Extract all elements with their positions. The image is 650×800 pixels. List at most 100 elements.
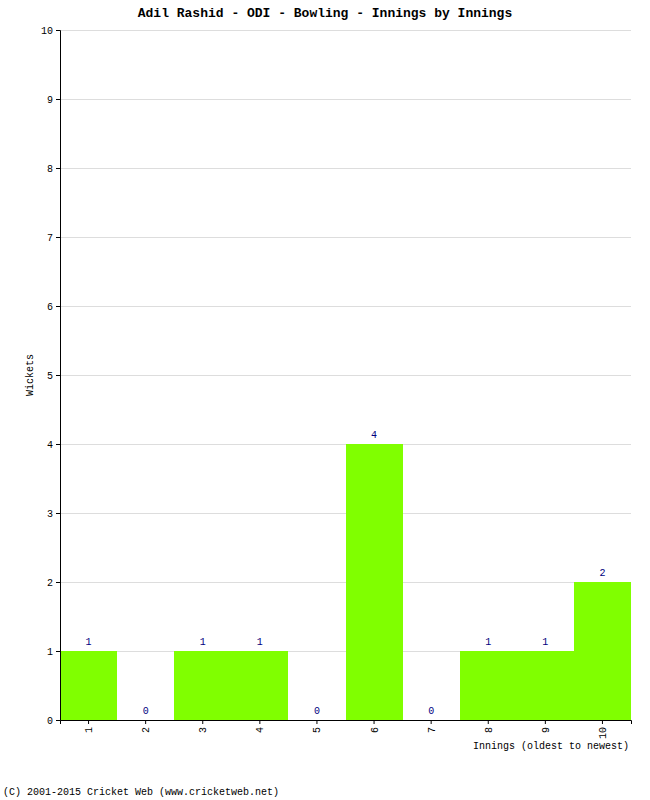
bar xyxy=(574,582,631,720)
x-tick-mark xyxy=(259,720,260,724)
y-tick: 1 xyxy=(47,647,60,658)
data-label: 0 xyxy=(314,706,320,717)
y-tick-mark xyxy=(56,306,60,307)
y-tick-label: 10 xyxy=(41,26,53,37)
grid-line xyxy=(60,375,631,376)
y-tick-mark xyxy=(56,720,60,721)
x-tick: 4 xyxy=(255,720,266,733)
bar xyxy=(346,444,403,720)
y-tick-label: 2 xyxy=(47,578,53,589)
y-tick: 2 xyxy=(47,578,60,589)
data-label: 1 xyxy=(86,637,92,648)
y-tick-mark xyxy=(56,237,60,238)
x-tick-label: 4 xyxy=(255,727,266,733)
y-tick-mark xyxy=(56,444,60,445)
bar xyxy=(288,720,345,721)
x-tick-mark xyxy=(316,720,317,724)
x-axis-line xyxy=(61,721,632,725)
y-tick: 10 xyxy=(41,26,60,37)
x-tick: 10 xyxy=(598,720,609,739)
x-tick-label: 5 xyxy=(312,727,323,733)
y-tick: 9 xyxy=(47,95,60,106)
bar xyxy=(403,720,460,721)
y-tick-mark xyxy=(56,99,60,100)
y-tick-mark xyxy=(56,651,60,652)
bar xyxy=(517,651,574,720)
y-tick-label: 0 xyxy=(47,716,53,727)
y-tick: 0 xyxy=(47,716,60,727)
x-tick-label: 7 xyxy=(427,727,438,733)
bar xyxy=(174,651,231,720)
bar xyxy=(460,651,517,720)
data-label: 1 xyxy=(485,637,491,648)
y-tick-label: 7 xyxy=(47,233,53,244)
y-tick: 7 xyxy=(47,233,60,244)
x-tick-mark xyxy=(545,720,546,724)
y-tick: 4 xyxy=(47,440,60,451)
grid xyxy=(60,30,631,720)
x-tick-label: 6 xyxy=(370,727,381,733)
data-label: 0 xyxy=(143,706,149,717)
x-tick-label: 3 xyxy=(198,727,209,733)
data-label: 2 xyxy=(599,568,605,579)
grid-line xyxy=(60,30,631,31)
data-labels: 1 0 1 1 0 4 0 1 1 2 xyxy=(86,430,606,717)
x-tick-mark xyxy=(374,720,375,724)
y-tick-mark xyxy=(56,168,60,169)
y-tick-label: 6 xyxy=(47,302,53,313)
y-tick-label: 9 xyxy=(47,95,53,106)
x-tick: 3 xyxy=(198,720,209,733)
x-tick-label: 1 xyxy=(84,727,95,733)
x-tick-mark xyxy=(488,720,489,724)
x-tick: 7 xyxy=(427,720,438,733)
x-tick: 6 xyxy=(370,720,381,733)
x-tick: 2 xyxy=(141,720,152,733)
y-tick-label: 3 xyxy=(47,509,53,520)
x-tick: 5 xyxy=(312,720,323,733)
x-tick-label: 10 xyxy=(598,727,609,739)
grid-line xyxy=(60,99,631,100)
data-label: 1 xyxy=(200,637,206,648)
x-axis: 1 2 3 4 5 6 7 8 9 10 xyxy=(61,720,632,739)
y-tick: 8 xyxy=(47,164,60,175)
bars xyxy=(60,444,631,720)
y-axis-line xyxy=(56,31,61,721)
grid-line xyxy=(60,306,631,307)
data-label: 4 xyxy=(371,430,377,441)
y-tick-label: 8 xyxy=(47,164,53,175)
chart: 012345678910123456789101011040112Adil Ra… xyxy=(0,0,650,800)
y-tick-mark xyxy=(56,375,60,376)
y-tick-label: 5 xyxy=(47,371,53,382)
x-tick-label: 2 xyxy=(141,727,152,733)
data-label: 0 xyxy=(428,706,434,717)
bar xyxy=(117,720,174,721)
x-tick-mark xyxy=(202,720,203,724)
footer: (C) 2001-2015 Cricket Web (www.cricketwe… xyxy=(3,787,279,798)
y-label: Wickets xyxy=(25,354,36,396)
x-tick-mark xyxy=(602,720,603,724)
y-tick: 5 xyxy=(47,371,60,382)
annotations: (C) 2001-2015 Cricket Web (www.cricketwe… xyxy=(3,787,279,798)
x-label: Innings (oldest to newest) xyxy=(473,741,629,752)
y-tick-mark xyxy=(56,30,60,31)
grid-line xyxy=(60,168,631,169)
y-tick-mark xyxy=(56,513,60,514)
x-tick-mark xyxy=(431,720,432,724)
x-tick-mark xyxy=(145,720,146,724)
y-tick: 3 xyxy=(47,509,60,520)
data-label: 1 xyxy=(257,637,263,648)
data-label: 1 xyxy=(542,637,548,648)
x-tick: 9 xyxy=(541,720,552,733)
y-tick-mark xyxy=(56,582,60,583)
bar xyxy=(231,651,288,720)
y-tick-label: 4 xyxy=(47,440,53,451)
y-tick-label: 1 xyxy=(47,647,53,658)
y-tick: 6 xyxy=(47,302,60,313)
x-tick: 8 xyxy=(484,720,495,733)
x-tick-mark xyxy=(88,720,89,724)
x-tick-label: 8 xyxy=(484,727,495,733)
bar xyxy=(60,651,117,720)
x-tick: 1 xyxy=(84,720,95,733)
title: Adil Rashid - ODI - Bowling - Innings by… xyxy=(138,6,513,21)
x-tick-label: 9 xyxy=(541,727,552,733)
